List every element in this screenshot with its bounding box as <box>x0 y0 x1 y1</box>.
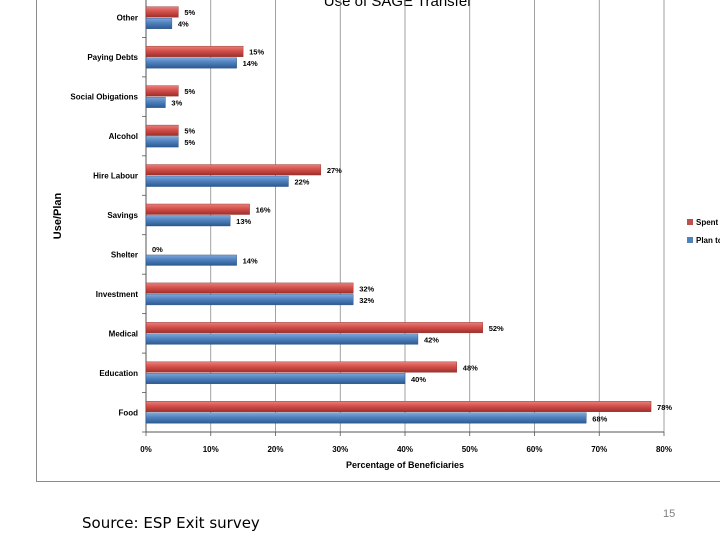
bar-plan-to <box>145 175 289 187</box>
category-label: Shelter <box>111 250 138 259</box>
data-label: 78% <box>657 403 672 412</box>
category-label: Savings <box>107 211 138 220</box>
bar-plan-to <box>145 57 237 69</box>
x-tick-label: 60% <box>526 445 542 454</box>
data-label: 3% <box>171 99 182 108</box>
data-label: 52% <box>489 324 504 333</box>
bar-spent <box>145 6 179 18</box>
x-axis-title: Percentage of Beneficiaries <box>346 460 464 470</box>
category-label: Paying Debts <box>87 53 138 62</box>
x-tick-label: 30% <box>332 445 348 454</box>
legend-label: Spent <box>696 218 719 227</box>
bar-spent <box>145 361 457 373</box>
data-label: 27% <box>327 166 342 175</box>
y-axis-title: Use/Plan <box>52 192 64 239</box>
legend: Spent Plan to <box>687 218 720 245</box>
data-label: 14% <box>243 256 258 265</box>
data-label: 5% <box>184 127 195 136</box>
bar-spent <box>145 85 179 97</box>
bar-plan-to <box>145 136 179 148</box>
bar-plan-to <box>145 254 237 266</box>
data-label: 16% <box>256 206 271 215</box>
legend-swatch <box>687 237 693 243</box>
x-tick-label: 80% <box>656 445 672 454</box>
source-note: Source: ESP Exit survey <box>82 514 260 532</box>
category-label: Hire Labour <box>93 172 138 181</box>
legend-label: Plan to <box>696 236 720 245</box>
category-label: Education <box>99 369 138 378</box>
bar-plan-to <box>145 18 173 29</box>
legend-swatch <box>687 219 693 225</box>
bar-plan-to <box>145 215 231 227</box>
bar-spent <box>145 124 179 136</box>
bar-spent <box>145 401 652 412</box>
chart-title: Use of SAGE Transfer <box>324 0 472 10</box>
data-label: 14% <box>243 59 258 68</box>
data-label: 32% <box>359 284 374 293</box>
category-label: Alcohol <box>109 132 138 141</box>
data-label: 13% <box>236 217 251 226</box>
data-label: 32% <box>359 296 374 305</box>
x-tick-label: 20% <box>267 445 283 454</box>
data-label: 4% <box>178 20 189 29</box>
x-tick-label: 0% <box>140 445 152 454</box>
data-label: 42% <box>424 335 439 344</box>
bar-spent <box>145 282 354 294</box>
data-label: 15% <box>249 48 264 57</box>
category-label: Food <box>118 408 138 417</box>
category-label: Medical <box>109 329 138 338</box>
data-label: 68% <box>592 414 607 423</box>
x-tick-label: 70% <box>591 445 607 454</box>
x-tick-label: 50% <box>462 445 478 454</box>
x-tick-label: 40% <box>397 445 413 454</box>
bar-spent <box>145 45 244 57</box>
bar-plan-to <box>145 333 419 345</box>
bar-spent <box>145 203 250 215</box>
bar-spent <box>145 164 322 176</box>
data-label: 0% <box>152 245 163 254</box>
category-label: Other <box>117 14 138 23</box>
data-label: 48% <box>463 363 478 372</box>
data-label: 22% <box>294 178 309 187</box>
bar-plan-to <box>145 373 406 385</box>
labels: 0% 10% 20% 30% 40% 50% 60% 70% 80% Other 5% 4% Payin… <box>70 8 672 454</box>
category-label: Investment <box>96 290 139 299</box>
data-label: 5% <box>184 138 195 147</box>
x-tick-label: 10% <box>203 445 219 454</box>
bar-plan-to <box>145 412 587 424</box>
page-number: 15 <box>663 508 676 520</box>
gridlines <box>142 0 665 436</box>
bar-plan-to <box>145 294 354 306</box>
bar-plan-to <box>145 96 166 108</box>
data-label: 5% <box>184 8 195 17</box>
data-label: 5% <box>184 87 195 96</box>
bar-spent <box>145 322 483 334</box>
data-label: 40% <box>411 375 426 384</box>
bars <box>145 6 652 424</box>
category-label: Social Obigations <box>70 93 138 102</box>
